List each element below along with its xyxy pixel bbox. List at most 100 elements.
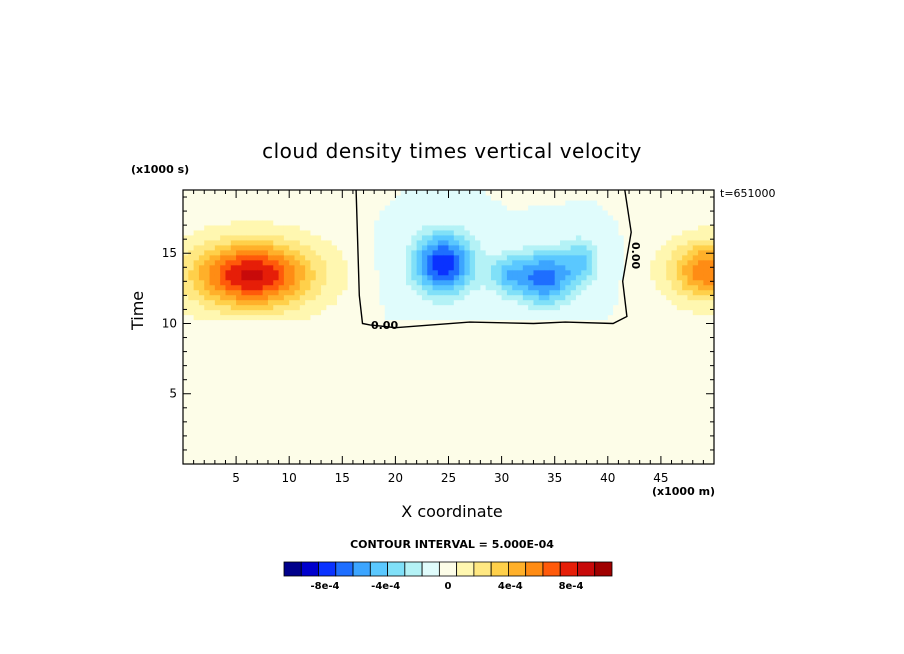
heatmap-cell — [379, 274, 386, 281]
heatmap-cell — [586, 284, 593, 291]
heatmap-cell — [209, 284, 216, 291]
heatmap-cell — [278, 389, 285, 395]
heatmap-cell — [607, 384, 614, 390]
heatmap-cell — [400, 234, 407, 241]
heatmap-cell — [549, 294, 556, 301]
heatmap-cell — [193, 264, 200, 271]
heatmap-cell — [283, 254, 290, 261]
heatmap-cell — [358, 359, 365, 365]
heatmap-cell — [198, 324, 205, 331]
heatmap-cell — [267, 299, 274, 306]
heatmap-cell — [294, 454, 301, 460]
heatmap-cell — [644, 239, 651, 246]
heatmap-cell — [358, 224, 365, 231]
heatmap-cell — [305, 289, 312, 296]
heatmap-cell — [437, 234, 444, 241]
heatmap-cell — [246, 294, 253, 301]
heatmap-cell — [416, 339, 423, 346]
heatmap-cell — [400, 319, 407, 326]
heatmap-cell — [358, 424, 365, 430]
heatmap-cell — [395, 379, 402, 385]
heatmap-cell — [342, 434, 349, 440]
heatmap-cell — [443, 449, 450, 455]
heatmap-cell — [315, 379, 322, 385]
heatmap-cell — [437, 364, 444, 370]
heatmap-cell — [650, 219, 657, 226]
heatmap-cell — [326, 319, 333, 326]
heatmap-cell — [549, 379, 556, 385]
heatmap-cell — [560, 274, 566, 281]
heatmap-cell — [374, 349, 381, 355]
heatmap-cell — [204, 449, 211, 455]
heatmap-cell — [416, 379, 423, 385]
heatmap-cell — [565, 239, 572, 246]
heatmap-cell — [437, 349, 444, 355]
heatmap-cell — [374, 294, 381, 301]
heatmap-cell — [485, 339, 492, 346]
heatmap-cell — [581, 394, 588, 400]
heatmap-cell — [225, 369, 232, 375]
heatmap-cell — [607, 459, 614, 465]
heatmap-cell — [623, 374, 630, 380]
heatmap-cell — [363, 409, 370, 415]
heatmap-cell — [432, 219, 439, 226]
heatmap-cell — [236, 319, 243, 326]
heatmap-cell — [225, 424, 232, 430]
heatmap-cell — [607, 224, 614, 231]
heatmap-cell — [395, 279, 402, 286]
heatmap-cell — [634, 409, 641, 415]
heatmap-cell — [475, 389, 481, 395]
heatmap-cell — [453, 254, 460, 261]
heatmap-cell — [347, 304, 354, 311]
heatmap-cell — [437, 369, 444, 375]
heatmap-cell — [459, 190, 466, 196]
heatmap-cell — [522, 364, 529, 370]
heatmap-cell — [533, 304, 540, 311]
heatmap-cell — [368, 449, 375, 455]
heatmap-cell — [342, 384, 349, 390]
heatmap-cell — [331, 190, 338, 196]
heatmap-cell — [252, 449, 258, 455]
heatmap-cell — [549, 429, 556, 435]
heatmap-cell — [459, 459, 466, 465]
heatmap-cell — [193, 259, 200, 266]
heatmap-cell — [230, 344, 237, 351]
heatmap-cell — [278, 364, 285, 370]
heatmap-cell — [597, 274, 604, 281]
heatmap-cell — [278, 359, 285, 365]
heatmap-cell — [294, 249, 301, 256]
heatmap-cell — [305, 299, 312, 306]
heatmap-cell — [416, 229, 423, 236]
heatmap-cell — [230, 414, 237, 420]
heatmap-cell — [607, 379, 614, 385]
heatmap-cell — [289, 364, 296, 370]
heatmap-cell — [267, 254, 274, 261]
heatmap-cell — [443, 344, 450, 351]
heatmap-cell — [602, 234, 609, 241]
heatmap-cell — [384, 284, 391, 291]
heatmap-cell — [437, 324, 444, 331]
heatmap-cell — [639, 299, 646, 306]
heatmap-cell — [395, 284, 402, 291]
heatmap-cell — [342, 234, 349, 241]
heatmap-cell — [586, 449, 593, 455]
heatmap-cell — [294, 449, 301, 455]
heatmap-cell — [560, 459, 566, 465]
heatmap-cell — [575, 344, 582, 351]
heatmap-cell — [586, 444, 593, 450]
heatmap-cell — [448, 444, 455, 450]
heatmap-cell — [230, 259, 237, 266]
heatmap-cell — [278, 304, 285, 311]
heatmap-cell — [331, 394, 338, 400]
heatmap-cell — [395, 309, 402, 316]
heatmap-cell — [506, 459, 513, 465]
heatmap-cell — [639, 349, 646, 355]
heatmap-cell — [634, 304, 641, 311]
heatmap-cell — [384, 269, 391, 276]
heatmap-cell — [591, 419, 598, 425]
heatmap-cell — [188, 309, 195, 316]
heatmap-cell — [416, 279, 423, 286]
heatmap-cell — [517, 429, 524, 435]
heatmap-cell — [570, 434, 577, 440]
heatmap-cell — [506, 209, 513, 216]
